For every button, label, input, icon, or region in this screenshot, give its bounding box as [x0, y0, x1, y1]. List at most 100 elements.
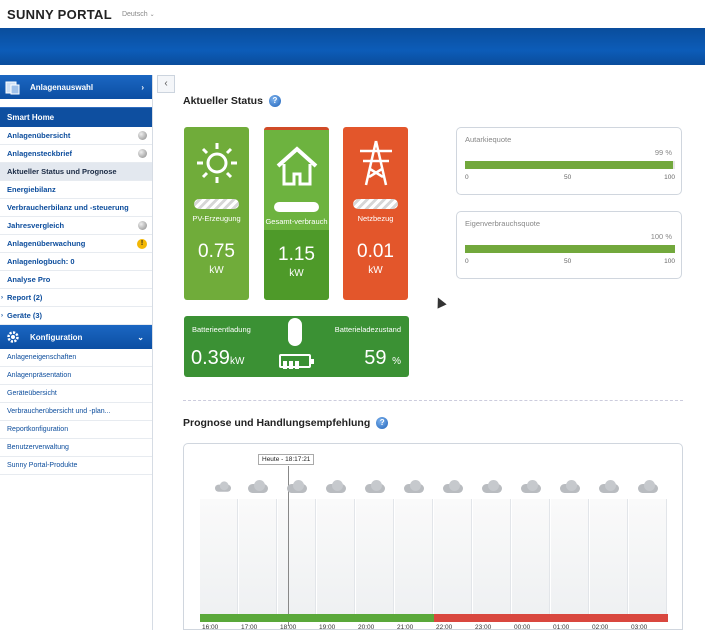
config-label: Konfiguration: [30, 332, 83, 342]
chevron-down-icon: ⌄: [149, 11, 155, 18]
config-item[interactable]: Benutzerverwaltung: [0, 439, 152, 457]
config-item[interactable]: Sunny Portal-Produkte: [0, 457, 152, 475]
chevron-down-icon: ⌄: [137, 332, 144, 342]
cloud-icon: [479, 480, 505, 494]
sidebar-item[interactable]: Verbraucherbilanz und -steuerung: [0, 199, 152, 217]
language-select[interactable]: Deutsch ⌄: [122, 11, 155, 18]
sidebar-item[interactable]: Jahresvergleich: [0, 217, 152, 235]
sidebar-item[interactable]: › Report (2): [0, 289, 152, 307]
grid-tile[interactable]: Netzbezug 0.01 kW: [343, 127, 408, 300]
grid-value: 0.01: [357, 241, 394, 262]
pv-value: 0.75: [198, 241, 235, 262]
header-banner: [0, 28, 705, 65]
sidebar-item[interactable]: Anlagenüberwachung!: [0, 235, 152, 253]
sidebar-item[interactable]: Energiebilanz: [0, 181, 152, 199]
flow-indicator: [353, 199, 398, 209]
sidebar-item[interactable]: Anlagensteckbrief: [0, 145, 152, 163]
forecast-column: [200, 499, 238, 619]
plant-select-label: Anlagenauswahl: [30, 82, 94, 92]
battery-discharge-unit: kW: [229, 356, 245, 367]
tick-100: 100: [664, 174, 675, 181]
battery-flow-indicator: [288, 318, 302, 346]
cloud-icon: [401, 480, 427, 494]
forecast-column: [473, 499, 511, 619]
sidebar-item-label: Energiebilanz: [7, 185, 56, 194]
autarky-value: 99 %: [654, 148, 672, 157]
sidebar-item-label: Analyse Pro: [7, 275, 51, 284]
top-bar: SUNNY PORTAL Deutsch ⌄: [0, 0, 705, 28]
grid-label: Netzbezug: [357, 214, 394, 223]
self-consumption-title: Eigenverbrauchsquote: [465, 219, 541, 228]
tick-100: 100: [664, 258, 675, 265]
forecast-column: [434, 499, 472, 619]
sidebar-item[interactable]: Anlagenlogbuch: 0: [0, 253, 152, 271]
sidebar-item-label: Anlagensteckbrief: [7, 149, 73, 158]
pv-label: PV-Erzeugung: [192, 214, 241, 223]
tick-50: 50: [564, 258, 572, 265]
hour-label: 00:00: [514, 624, 531, 630]
help-icon[interactable]: ?: [268, 95, 281, 107]
forecast-title: Prognose und Handlungsempfehlung ?: [183, 417, 389, 429]
config-item[interactable]: Geräteübersicht: [0, 385, 152, 403]
forecast-recommendation-bar: [590, 614, 629, 622]
sidebar-item[interactable]: Anlagenübersicht: [0, 127, 152, 145]
help-icon[interactable]: ?: [376, 417, 389, 429]
language-label: Deutsch: [121, 10, 148, 18]
forecast-panel: Heute - 18:17:21 16:00 17:00 18:00 19:00 20:…: [183, 443, 683, 630]
forecast-column: [551, 499, 589, 619]
config-header[interactable]: Konfiguration ⌄: [0, 325, 152, 349]
mouse-cursor-icon: [433, 295, 447, 309]
plant-select-header[interactable]: Anlagenauswahl ›: [0, 75, 152, 99]
status-title-text: Aktueller Status: [183, 95, 263, 107]
config-item[interactable]: Anlageneigenschaften: [0, 349, 152, 367]
config-item[interactable]: Anlagenpräsentation: [0, 367, 152, 385]
collapse-sidebar-button[interactable]: ‹: [157, 75, 175, 93]
hour-label: 18:00: [280, 624, 297, 630]
chevron-right-icon: ›: [1, 312, 3, 319]
battery-charge-value-wrap: 59 %: [364, 347, 401, 370]
config-item[interactable]: Reportkonfiguration: [0, 421, 152, 439]
cloud-icon: [323, 480, 349, 494]
now-marker: [288, 466, 289, 626]
sidebar-item-label: Anlagenlogbuch: 0: [7, 257, 75, 266]
smart-home-header: Smart Home: [0, 107, 152, 127]
forecast-column: [629, 499, 667, 619]
forecast-recommendation-bar: [200, 614, 239, 622]
sidebar-item-label: Geräte (3): [7, 311, 43, 320]
battery-charge-value: 59: [364, 347, 387, 369]
chevron-right-icon: ›: [141, 82, 144, 92]
battery-tile[interactable]: Batterieentladung Batterieladezustand 0.…: [184, 316, 409, 377]
autarky-bar-fill: [465, 161, 673, 169]
tick-0: 0: [465, 258, 469, 265]
consumption-label: Gesamt-verbrauch: [265, 217, 328, 226]
forecast-recommendation-bar: [434, 614, 473, 622]
now-label: Heute - 18:17:21: [258, 454, 315, 465]
forecast-recommendation-bar: [473, 614, 512, 622]
config-item[interactable]: Verbraucherübersicht und -plan...: [0, 403, 152, 421]
forecast-column: [356, 499, 394, 619]
forecast-recommendation-bar: [551, 614, 590, 622]
consumption-tile[interactable]: Gesamt-verbrauch 1.15 kW: [264, 127, 329, 300]
autarky-bar: [465, 161, 675, 169]
section-divider: [183, 400, 683, 401]
hour-label: 20:00: [358, 624, 375, 630]
forecast-column: [317, 499, 355, 619]
flow-indicator: [274, 202, 319, 212]
battery-discharge-label: Batterieentladung: [192, 325, 251, 334]
sidebar-item[interactable]: Aktueller Status und Prognose: [0, 163, 152, 181]
sidebar-item[interactable]: › Geräte (3): [0, 307, 152, 325]
consumption-lower: [264, 230, 329, 300]
sidebar-item-label: Verbraucherbilanz und -steuerung: [7, 203, 129, 212]
logo[interactable]: SUNNY PORTAL: [7, 6, 112, 22]
pv-tile[interactable]: PV-Erzeugung 0.75 kW: [184, 127, 249, 300]
globe-icon: [138, 221, 147, 230]
cloud-icon: [557, 480, 583, 494]
forecast-recommendation-bar: [629, 614, 668, 622]
config-list: Anlageneigenschaften Anlagenpräsentation G…: [0, 349, 152, 475]
forecast-recommendation-bar: [278, 614, 317, 622]
sidebar-item[interactable]: Analyse Pro: [0, 271, 152, 289]
self-consumption-value: 100 %: [650, 232, 672, 241]
battery-discharge-value-wrap: 0.39kW: [191, 347, 244, 370]
self-consumption-bar: [465, 245, 675, 253]
grid-unit: kW: [368, 265, 383, 276]
